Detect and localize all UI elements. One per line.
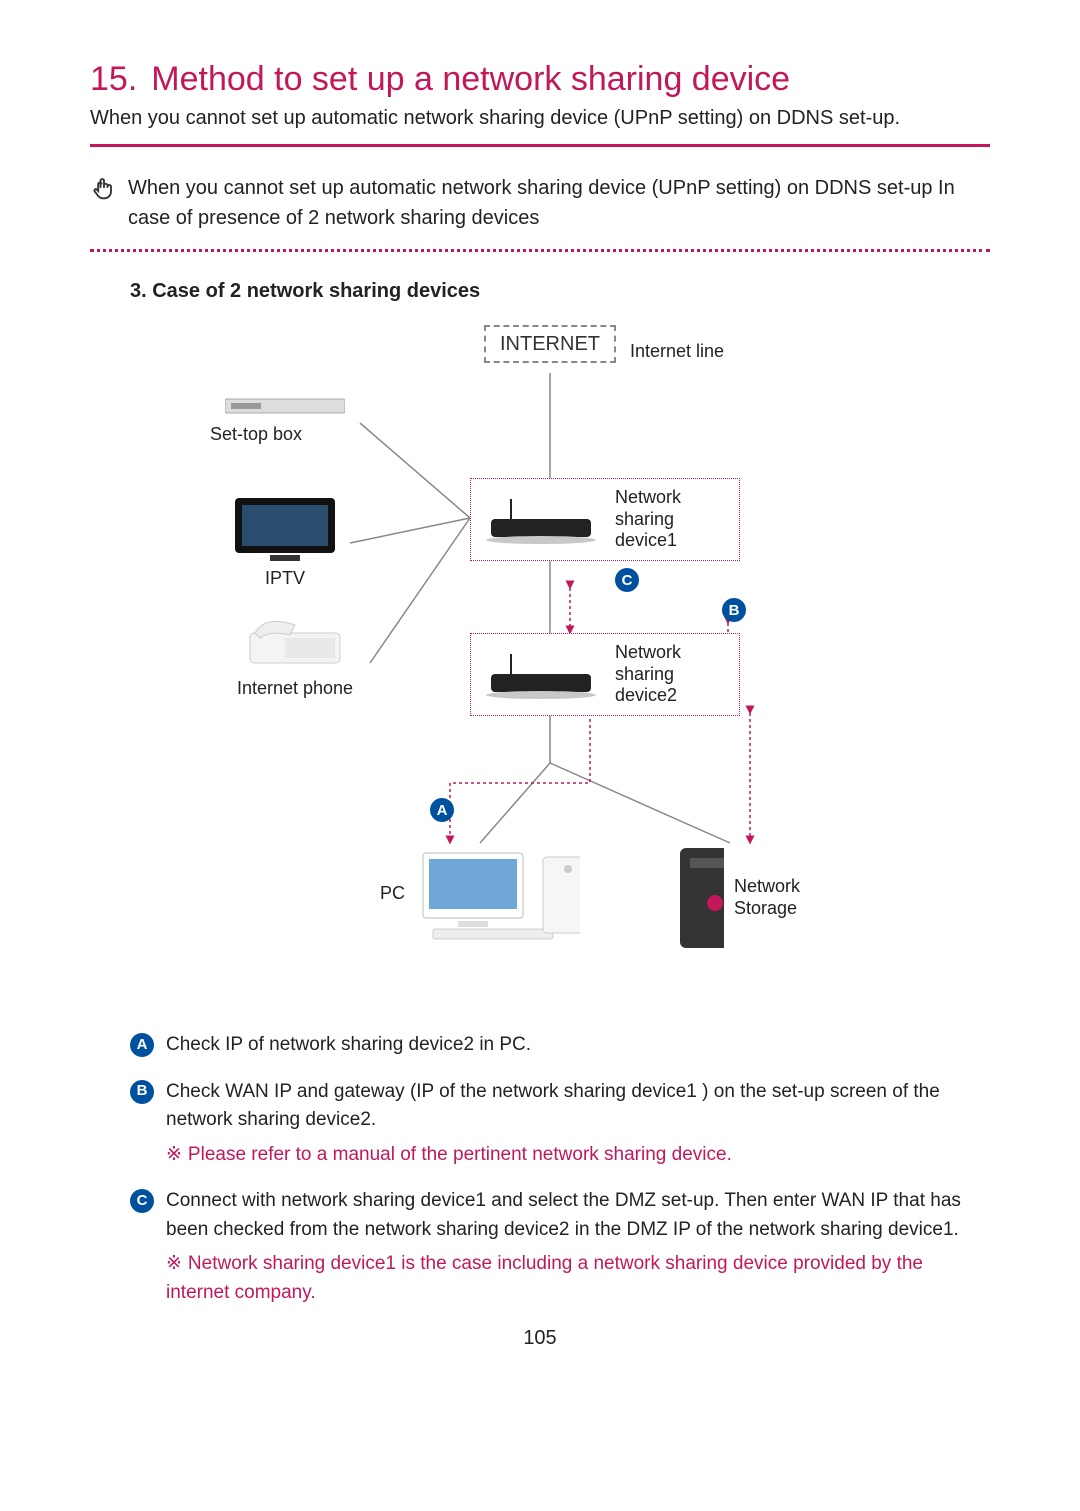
node-stb: Set-top box (210, 393, 360, 445)
node-nas: NetworkStorage (670, 843, 800, 953)
step-marker-A: A (130, 1033, 154, 1057)
node-dev1: Networksharingdevice1 (470, 478, 740, 561)
step-note: ※Please refer to a manual of the pertine… (166, 1141, 990, 1170)
marker-B: B (722, 598, 746, 622)
node-phone: Internet phone (220, 613, 370, 699)
step-A: A Check IP of network sharing device2 in … (130, 1031, 990, 1060)
step-B: B Check WAN IP and gateway (IP of the net… (130, 1078, 990, 1170)
intro-block: When you cannot set up automatic network… (90, 173, 990, 233)
step-note: ※Network sharing device1 is the case inc… (166, 1250, 990, 1307)
node-pc: PC (380, 843, 580, 943)
step-text: Check IP of network sharing device2 in P… (166, 1031, 990, 1060)
page-number: 105 (90, 1327, 990, 1350)
intro-text: When you cannot set up automatic network… (128, 173, 990, 233)
title-text: Method to set up a network sharing devic… (151, 60, 790, 99)
node-internet: INTERNET (480, 333, 620, 356)
step-text: Connect with network sharing device1 and… (166, 1187, 990, 1244)
step-C: C Connect with network sharing device1 an… (130, 1187, 990, 1307)
node-dev2: Networksharingdevice2 (470, 633, 740, 716)
page-title: 15. Method to set up a network sharing d… (90, 60, 990, 99)
hand-point-icon (90, 175, 118, 233)
marker-C: C (615, 568, 639, 592)
internet-box: INTERNET (484, 325, 616, 363)
step-marker-C: C (130, 1189, 154, 1213)
title-number: 15. (90, 60, 137, 99)
section-heading: 3. Case of 2 network sharing devices (130, 280, 990, 303)
divider-dotted (90, 249, 990, 252)
subtitle: When you cannot set up automatic network… (90, 107, 990, 130)
step-marker-B: B (130, 1080, 154, 1104)
network-diagram: INTERNET Internet line Set-top box IPTV Inte… (110, 323, 970, 1003)
internet-line-label: Internet line (630, 341, 724, 362)
divider-main (90, 144, 990, 147)
marker-A: A (430, 798, 454, 822)
node-iptv: IPTV (220, 493, 350, 589)
steps-list: A Check IP of network sharing device2 in … (130, 1031, 990, 1307)
step-text: Check WAN IP and gateway (IP of the netw… (166, 1078, 990, 1135)
